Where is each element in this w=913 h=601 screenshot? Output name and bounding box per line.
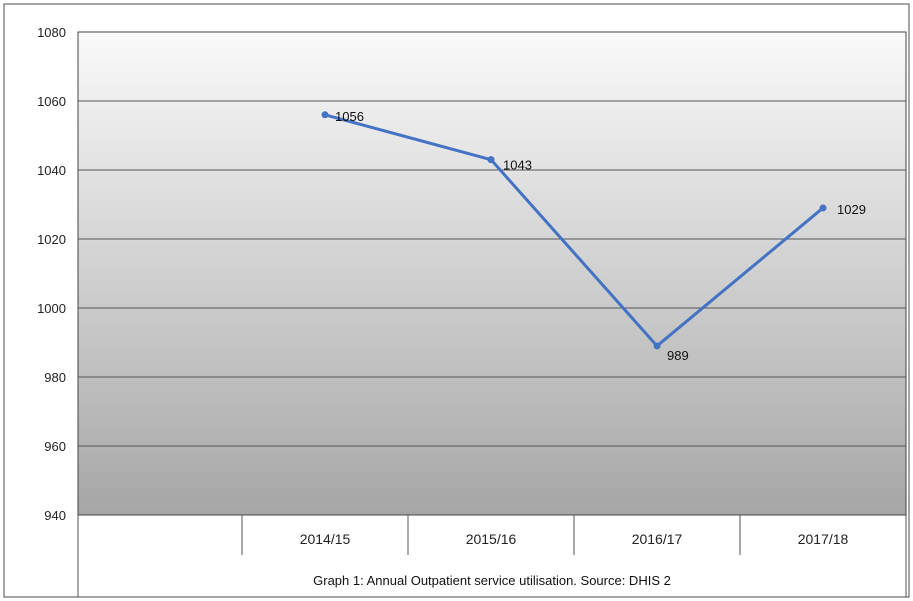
y-tick-label: 980 <box>44 370 66 385</box>
gridlines <box>78 100 906 447</box>
x-tick-label: 2014/15 <box>300 531 351 547</box>
data-label: 1043 <box>503 158 532 173</box>
y-tick-label: 1020 <box>37 232 66 247</box>
series-line <box>324 113 824 348</box>
data-label: 1056 <box>335 109 364 124</box>
y-axis: 1080 1060 1040 1020 1000 980 960 940 <box>37 25 66 523</box>
y-tick-label: 1000 <box>37 301 66 316</box>
data-label: 1029 <box>837 202 866 217</box>
x-tick-label: 2016/17 <box>632 531 683 547</box>
plot-area <box>77 31 907 516</box>
x-tick-label: 2015/16 <box>466 531 517 547</box>
data-label: 989 <box>667 348 689 363</box>
y-tick-label: 960 <box>44 439 66 454</box>
data-point <box>321 111 329 119</box>
y-tick-label: 1080 <box>37 25 66 40</box>
data-point <box>487 156 495 164</box>
data-labels: 1056 1043 989 1029 <box>335 109 866 363</box>
data-point <box>653 342 661 350</box>
chart-caption: Graph 1: Annual Outpatient service utili… <box>313 573 671 588</box>
category-table <box>77 515 907 597</box>
x-tick-label: 2017/18 <box>798 531 849 547</box>
y-tick-label: 940 <box>44 508 66 523</box>
y-tick-label: 1040 <box>37 163 66 178</box>
x-axis: 2014/15 2015/16 2016/17 2017/18 <box>300 531 849 547</box>
y-tick-label: 1060 <box>37 94 66 109</box>
series-markers <box>321 111 827 350</box>
data-point <box>819 204 827 212</box>
